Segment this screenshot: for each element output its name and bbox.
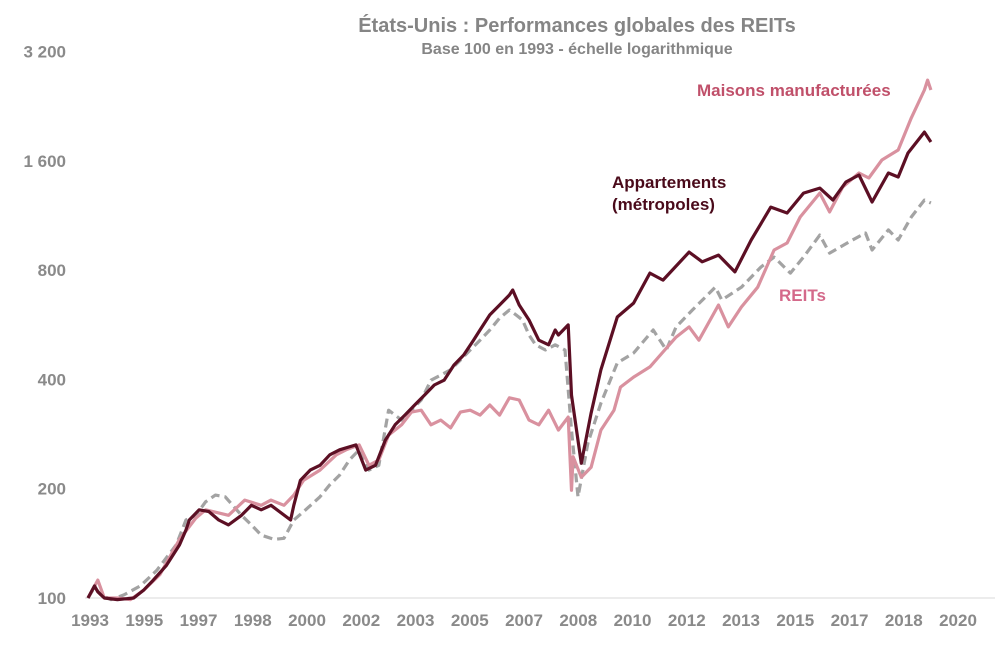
label-maisons-manufacturees: Maisons manufacturées — [697, 81, 891, 100]
x-tick-label: 2008 — [559, 611, 597, 630]
y-tick-label: 100 — [38, 589, 66, 608]
x-tick-label: 2012 — [668, 611, 706, 630]
series-line-maisons-manufacturees — [86, 78, 933, 602]
x-tick-label: 2005 — [451, 611, 489, 630]
x-tick-label: 1995 — [125, 611, 163, 630]
x-tick-label: 2007 — [505, 611, 543, 630]
x-axis-ticks: 1993 1995 1997 1998 2000 2002 2003 2005 2007 2008… — [71, 611, 977, 630]
label-appartements-line1: Appartements — [612, 173, 726, 192]
x-tick-label: 2010 — [614, 611, 652, 630]
y-axis-ticks: 100 200 400 800 1 600 3 200 — [23, 43, 66, 609]
x-tick-label: 2000 — [288, 611, 326, 630]
x-tick-label: 1993 — [71, 611, 109, 630]
y-tick-label: 800 — [38, 261, 66, 280]
y-tick-label: 3 200 — [23, 43, 66, 62]
x-tick-label: 2017 — [831, 611, 869, 630]
x-tick-label: 2018 — [885, 611, 923, 630]
y-tick-label: 400 — [38, 370, 66, 389]
x-tick-label: 2020 — [939, 611, 977, 630]
series-lines — [86, 78, 933, 602]
x-tick-label: 1998 — [234, 611, 272, 630]
chart-title: États-Unis : Performances globales des R… — [358, 14, 796, 37]
x-tick-label: 2003 — [397, 611, 435, 630]
x-tick-label: 2015 — [776, 611, 814, 630]
label-appartements-line2: (métropoles) — [612, 195, 715, 214]
series-line-appartements — [86, 130, 933, 602]
x-tick-label: 1997 — [180, 611, 218, 630]
x-tick-label: 2002 — [342, 611, 380, 630]
y-tick-label: 200 — [38, 480, 66, 499]
label-reits: REITs — [779, 286, 826, 305]
x-tick-label: 2013 — [722, 611, 760, 630]
y-tick-label: 1 600 — [23, 152, 66, 171]
chart-subtitle: Base 100 en 1993 - échelle logarithmique — [421, 41, 732, 58]
